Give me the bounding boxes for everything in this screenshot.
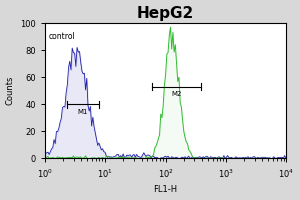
Title: HepG2: HepG2 — [137, 6, 194, 21]
X-axis label: FL1-H: FL1-H — [154, 185, 178, 194]
Y-axis label: Counts: Counts — [6, 76, 15, 105]
Text: control: control — [49, 32, 75, 41]
Text: M2: M2 — [171, 91, 182, 97]
Text: M1: M1 — [78, 109, 88, 115]
